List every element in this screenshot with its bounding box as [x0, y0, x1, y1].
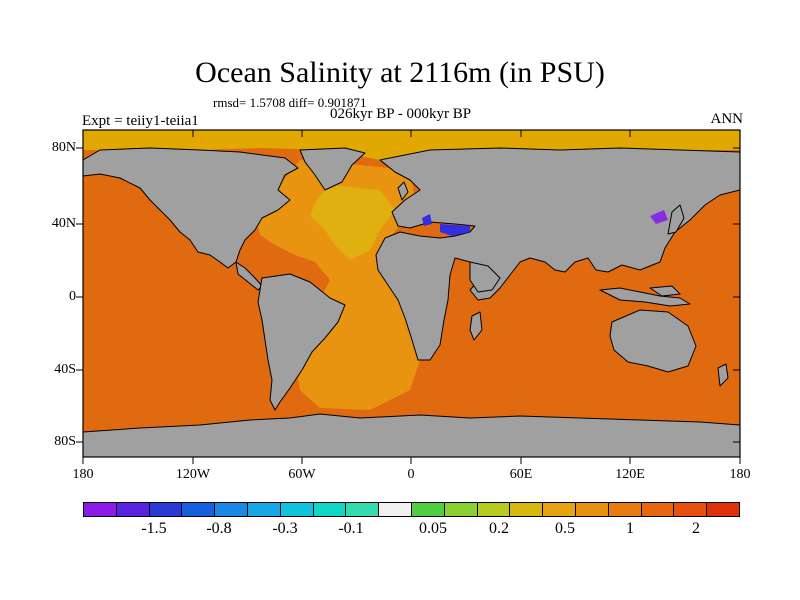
season-label: ANN [710, 111, 744, 127]
lon-label-60e: 60E [509, 467, 533, 482]
colorbar-label: 0.05 [419, 520, 447, 537]
lon-label-180w: 180 [72, 467, 94, 482]
land-antarctica [83, 413, 740, 457]
colorbar-box [543, 503, 576, 516]
plot-title: Ocean Salinity at 2116m (in PSU) [195, 56, 605, 89]
stats-label: rmsd= 1.5708 diff= 0.901871 [213, 95, 367, 110]
land-new-zealand [717, 363, 729, 387]
colorbar-box [379, 503, 412, 516]
lon-label-120e: 120E [615, 467, 645, 482]
axis-ticks [76, 130, 741, 464]
colorbar-box [149, 503, 183, 516]
ocean-field-sea-of-japan [650, 210, 668, 224]
colorbar-box [641, 503, 675, 516]
land-greenland [299, 147, 366, 191]
land-australia [609, 309, 697, 373]
land-japan [667, 204, 685, 235]
colorbar-box [444, 503, 478, 516]
lon-label-180e: 180 [729, 467, 751, 482]
land-british-isles [397, 181, 409, 201]
colorbar-box [707, 503, 739, 516]
colorbar [83, 502, 740, 517]
lon-label-0: 0 [407, 467, 415, 482]
land-new-guinea [649, 285, 681, 297]
colorbar-box [510, 503, 544, 516]
lat-label-40n: 40N [51, 216, 76, 231]
colorbar-box [575, 503, 609, 516]
colorbar-box [84, 503, 117, 516]
colorbar-label: -0.8 [206, 520, 232, 537]
colorbar-box [215, 503, 248, 516]
land-south-america [257, 273, 346, 411]
land-indonesia [599, 287, 691, 307]
colorbar-label: 0.2 [489, 520, 509, 537]
land-madagascar [469, 311, 483, 341]
colorbar-label: -1.5 [141, 520, 167, 537]
lat-label-40s: 40S [54, 362, 76, 377]
land-arabia [469, 261, 501, 293]
colorbar-label: 1 [626, 520, 634, 537]
colorbar-box [313, 503, 347, 516]
colorbar-box [608, 503, 642, 516]
lat-label-0: 0 [69, 289, 76, 304]
colorbar-box [674, 503, 708, 516]
lon-label-120w: 120W [175, 467, 211, 482]
period-label: 026kyr BP - 000kyr BP [330, 106, 472, 122]
colorbar-box [247, 503, 281, 516]
lat-label-80n: 80N [51, 140, 76, 155]
colorbar-label: 0.5 [555, 520, 575, 537]
land-north-america [83, 147, 299, 269]
colorbar-label: -0.1 [338, 520, 364, 537]
colorbar-box [411, 503, 445, 516]
colorbar-box [477, 503, 511, 516]
colorbar-box [116, 503, 150, 516]
lon-label-60w: 60W [288, 467, 316, 482]
colorbar-box [182, 503, 216, 516]
lat-label-80s: 80S [54, 434, 76, 449]
colorbar-box [280, 503, 314, 516]
colorbar-label: -0.3 [272, 520, 298, 537]
colorbar-label: 2 [692, 520, 700, 537]
colorbar-box [346, 503, 380, 516]
ocean-field-atlantic-core [310, 185, 395, 260]
ocean-field-mediterranean [422, 214, 470, 236]
experiment-label: Expt = teiiy1-teiia1 [82, 113, 199, 129]
